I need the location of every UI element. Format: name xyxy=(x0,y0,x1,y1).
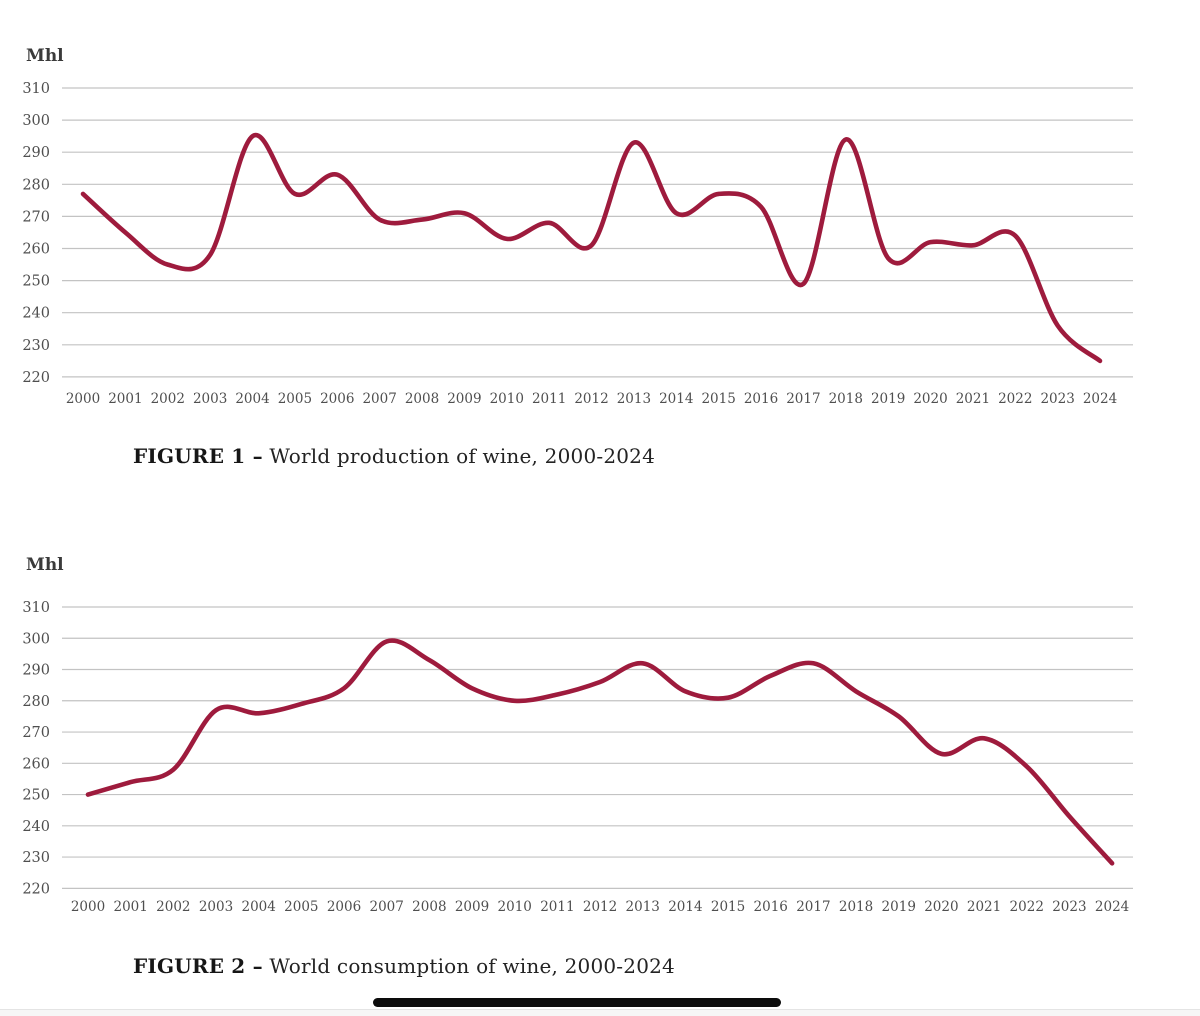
y-tick-label: 240 xyxy=(22,819,50,835)
figure-1-caption-label: FIGURE 1 – xyxy=(133,444,263,468)
x-tick-label: 2000 xyxy=(66,391,100,407)
x-tick-label: 2010 xyxy=(490,391,524,407)
y-tick-label: 290 xyxy=(22,145,50,161)
x-tick-label: 2019 xyxy=(882,899,916,915)
y-tick-label: 260 xyxy=(22,242,50,258)
x-tick-label: 2016 xyxy=(754,899,788,915)
x-tick-label: 2013 xyxy=(617,391,651,407)
series-line xyxy=(85,638,1115,866)
x-tick-label: 2020 xyxy=(913,391,947,407)
x-tick-label: 2016 xyxy=(744,391,778,407)
x-tick-label: 2007 xyxy=(370,899,404,915)
y-tick-label: 300 xyxy=(22,631,50,647)
x-tick-label: 2003 xyxy=(193,391,227,407)
x-tick-label: 2015 xyxy=(701,391,735,407)
y-tick-label: 230 xyxy=(22,850,50,866)
figure-2-caption-text: World consumption of wine, 2000-2024 xyxy=(269,954,675,978)
y-tick-label: 310 xyxy=(22,81,50,97)
x-tick-label: 2009 xyxy=(447,391,481,407)
x-tick-label: 2019 xyxy=(871,391,905,407)
x-tick-label: 2020 xyxy=(924,899,958,915)
x-tick-label: 2006 xyxy=(327,899,361,915)
x-tick-label: 2014 xyxy=(659,391,693,407)
y-tick-label: 300 xyxy=(22,113,50,129)
x-tick-label: 2017 xyxy=(786,391,820,407)
x-tick-label: 2003 xyxy=(199,899,233,915)
x-tick-label: 2008 xyxy=(405,391,439,407)
x-tick-label: 2002 xyxy=(151,391,185,407)
production-chart-svg: Mhl 310 300 290 280 270 260 250 240 230 220 2000 200… xyxy=(22,46,1133,407)
y-tick-label: 220 xyxy=(22,881,50,897)
x-tick-label: 2008 xyxy=(412,899,446,915)
x-tick-label: 2004 xyxy=(242,899,276,915)
y-tick-label: 290 xyxy=(22,663,50,679)
y-tick-label: 270 xyxy=(22,209,50,225)
x-tick-label: 2018 xyxy=(839,899,873,915)
y-axis-unit-label: Mhl xyxy=(26,46,64,66)
x-tick-label: 2013 xyxy=(626,899,660,915)
home-indicator-bar[interactable] xyxy=(373,998,781,1007)
consumption-chart-svg: Mhl 310 300 290 280 270 260 250 240 230 220 2000 200… xyxy=(22,555,1133,915)
page-bottom-strip xyxy=(0,1009,1200,1016)
x-tick-label: 2007 xyxy=(362,391,396,407)
x-tick-label: 2011 xyxy=(532,391,566,407)
y-tick-label: 240 xyxy=(22,306,50,322)
x-tick-label: 2021 xyxy=(956,391,990,407)
x-tick-label: 2012 xyxy=(574,391,608,407)
figure-2-caption-label: FIGURE 2 – xyxy=(133,954,263,978)
x-tick-label: 2005 xyxy=(284,899,318,915)
x-tick-label: 2001 xyxy=(108,391,142,407)
x-tick-label: 2017 xyxy=(796,899,830,915)
y-tick-label: 220 xyxy=(22,370,50,386)
x-tick-label: 2014 xyxy=(668,899,702,915)
x-tick-label: 2012 xyxy=(583,899,617,915)
y-tick-label: 310 xyxy=(22,600,50,616)
y-tick-label: 250 xyxy=(22,274,50,290)
x-tick-label: 2002 xyxy=(156,899,190,915)
figure-1-caption: FIGURE 1 – World production of wine, 200… xyxy=(133,444,655,468)
x-tick-label: 2023 xyxy=(1052,899,1086,915)
x-tick-label: 2000 xyxy=(71,899,105,915)
x-tick-label: 2009 xyxy=(455,899,489,915)
x-tick-label: 2022 xyxy=(1010,899,1044,915)
series-line xyxy=(80,132,1103,364)
x-tick-label: 2024 xyxy=(1095,899,1129,915)
y-tick-label: 260 xyxy=(22,756,50,772)
y-tick-label: 270 xyxy=(22,725,50,741)
x-tick-label: 2011 xyxy=(540,899,574,915)
x-tick-label: 2006 xyxy=(320,391,354,407)
x-tick-label: 2018 xyxy=(829,391,863,407)
x-tick-label: 2001 xyxy=(113,899,147,915)
y-tick-label: 230 xyxy=(22,338,50,354)
x-tick-label: 2024 xyxy=(1083,391,1117,407)
x-tick-label: 2023 xyxy=(1040,391,1074,407)
y-tick-label: 280 xyxy=(22,694,50,710)
x-tick-label: 2005 xyxy=(278,391,312,407)
x-tick-label: 2022 xyxy=(998,391,1032,407)
x-tick-label: 2015 xyxy=(711,899,745,915)
figure-2-caption: FIGURE 2 – World consumption of wine, 20… xyxy=(133,954,675,978)
y-tick-label: 280 xyxy=(22,177,50,193)
x-tick-label: 2010 xyxy=(498,899,532,915)
figure-1-caption-text: World production of wine, 2000-2024 xyxy=(269,444,656,468)
y-tick-label: 250 xyxy=(22,788,50,804)
x-tick-label: 2004 xyxy=(235,391,269,407)
x-tick-label: 2021 xyxy=(967,899,1001,915)
y-axis-unit-label: Mhl xyxy=(26,555,64,575)
